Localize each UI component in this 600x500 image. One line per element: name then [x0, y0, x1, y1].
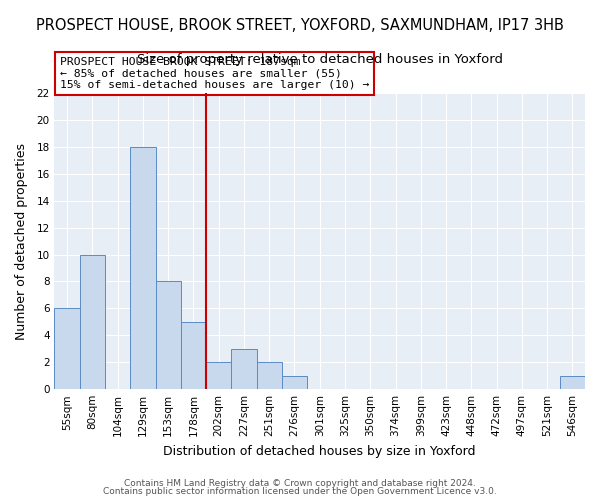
- Bar: [80, 254, 105, 389]
- Title: Size of property relative to detached houses in Yoxford: Size of property relative to detached ho…: [137, 52, 503, 66]
- Bar: [282, 376, 307, 389]
- Bar: [55, 308, 80, 389]
- Y-axis label: Number of detached properties: Number of detached properties: [15, 142, 28, 340]
- Bar: [231, 349, 257, 389]
- X-axis label: Distribution of detached houses by size in Yoxford: Distribution of detached houses by size …: [163, 444, 476, 458]
- Bar: [257, 362, 282, 389]
- Bar: [130, 147, 155, 389]
- Text: Contains public sector information licensed under the Open Government Licence v3: Contains public sector information licen…: [103, 487, 497, 496]
- Bar: [560, 376, 585, 389]
- Bar: [155, 282, 181, 389]
- Text: PROSPECT HOUSE BROOK STREET: 187sqm
← 85% of detached houses are smaller (55)
15: PROSPECT HOUSE BROOK STREET: 187sqm ← 85…: [60, 57, 369, 90]
- Bar: [181, 322, 206, 389]
- Text: Contains HM Land Registry data © Crown copyright and database right 2024.: Contains HM Land Registry data © Crown c…: [124, 478, 476, 488]
- Text: PROSPECT HOUSE, BROOK STREET, YOXFORD, SAXMUNDHAM, IP17 3HB: PROSPECT HOUSE, BROOK STREET, YOXFORD, S…: [36, 18, 564, 32]
- Bar: [206, 362, 231, 389]
